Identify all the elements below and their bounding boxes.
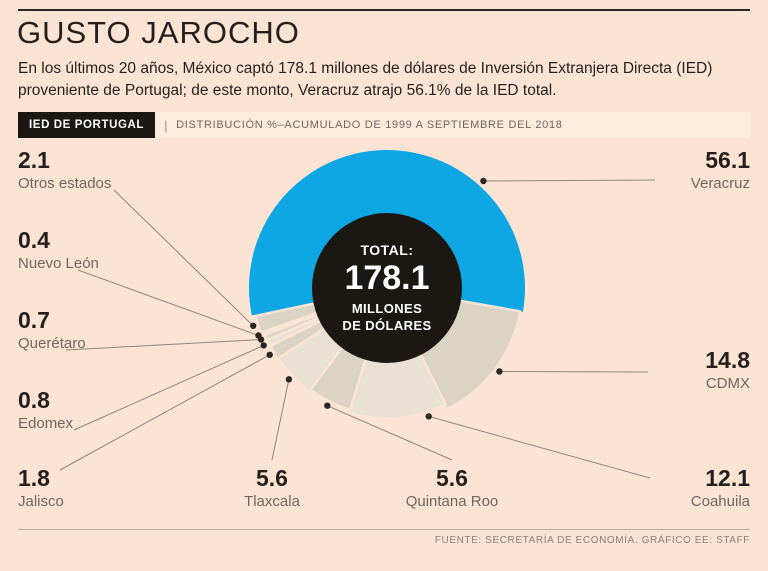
leader-dot [425, 413, 432, 420]
separator-bar: | [164, 117, 169, 133]
slice-name: CDMX [705, 375, 750, 393]
slice-name: Nuevo León [18, 255, 99, 273]
slice-label-nuevo-le-n: 0.4 Nuevo León [18, 228, 99, 272]
leader-dot [250, 322, 257, 329]
slice-label-jalisco: 1.8 Jalisco [18, 466, 64, 510]
leader-dot [324, 402, 331, 409]
slice-value: 5.6 [256, 465, 288, 491]
slice-name: Tlaxcala [244, 493, 300, 511]
slice-value: 56.1 [705, 147, 750, 173]
leader-line [77, 269, 259, 336]
slice-value: 0.4 [18, 227, 50, 253]
slice-value: 5.6 [436, 465, 468, 491]
slice-value: 2.1 [18, 147, 50, 173]
leader-line [327, 405, 453, 461]
slice-label-tlaxcala: 5.6 Tlaxcala [192, 466, 352, 510]
slice-label-otros-estados: 2.1 Otros estados [18, 148, 111, 192]
slice-label-quer-taro: 0.7 Querétaro [18, 308, 86, 352]
leader-line [59, 354, 270, 471]
center-total-label: TOTAL: [360, 241, 414, 258]
leader-dot [285, 376, 293, 383]
slice-name: Otros estados [18, 175, 112, 193]
slice-name: Edomex [18, 415, 74, 433]
slice-label-veracruz: 56.1 Veracruz [691, 148, 750, 192]
slice-label-coahuila: 12.1 Coahuila [691, 466, 750, 510]
center-total-value: 178.1 [344, 258, 430, 297]
section-header: IED DE PORTUGAL | DISTRIBUCIÓN %–ACUMULA… [18, 112, 750, 138]
leader-line [65, 339, 262, 351]
leader-line [428, 415, 651, 479]
slice-value: 12.1 [705, 465, 750, 491]
leader-dot [260, 342, 267, 349]
slice-name: Quintana Roo [405, 493, 499, 511]
footer-rule [18, 529, 750, 530]
leader-dot [496, 368, 503, 375]
slice-label-quintana-roo: 5.6 Quintana Roo [368, 466, 536, 510]
slice-value: 0.8 [18, 387, 50, 413]
slice-name: Veracruz [690, 175, 750, 193]
source-credit: FUENTE: SECRETARÍA DE ECONOMÍA. GRÁFICO … [434, 535, 750, 546]
section-description: | DISTRIBUCIÓN %–ACUMULADO DE 1999 A SEP… [155, 112, 563, 138]
center-unit-line1: MILLONES [351, 300, 423, 316]
leader-line [499, 371, 649, 373]
center-unit-line2: DE DÓLARES [342, 317, 432, 333]
section-tag: IED DE PORTUGAL [18, 112, 156, 138]
leader-line [73, 344, 264, 431]
slice-name: Jalisco [18, 493, 64, 511]
leader-line [483, 179, 656, 182]
leader-dot [266, 351, 273, 358]
page-subtitle: En los últimos 20 años, México captó 178… [18, 60, 713, 100]
slice-name: Coahuila [690, 493, 750, 511]
top-rule [18, 9, 750, 11]
leader-dot [480, 177, 487, 185]
section-description-text: DISTRIBUCIÓN %–ACUMULADO DE 1999 A SEPTI… [176, 119, 563, 131]
slice-label-edomex: 0.8 Edomex [18, 388, 73, 432]
leader-line [113, 189, 254, 327]
donut-center: TOTAL: 178.1 MILLONES DE DÓLARES [312, 213, 462, 363]
page-title: GUSTO JAROCHO [17, 15, 300, 50]
slice-value: 0.7 [18, 307, 50, 333]
leader-dot [255, 332, 262, 339]
leader-line [271, 379, 290, 461]
slice-name: Querétaro [18, 335, 86, 353]
slice-value: 1.8 [18, 465, 50, 491]
slice-value: 14.8 [705, 347, 750, 373]
slice-label-cdmx: 14.8 CDMX [705, 348, 750, 392]
